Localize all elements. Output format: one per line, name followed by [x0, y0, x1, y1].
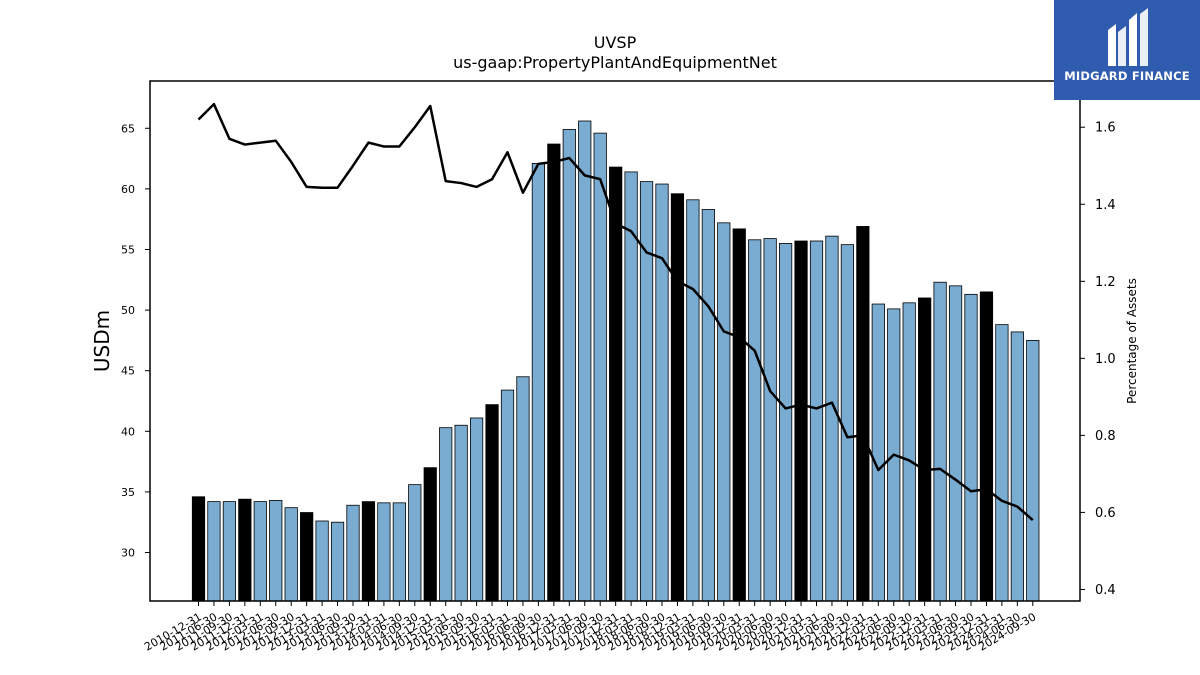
- bar-2019-09-30: [732, 228, 746, 602]
- bar-2016-06-30: [531, 163, 546, 602]
- bar-2023-12-31: [995, 324, 1009, 602]
- bar-2014-09-30: [423, 467, 437, 602]
- chart-title: UVSP: [594, 33, 637, 52]
- bar-2011-09-30: [238, 498, 252, 602]
- y-tick-label: 50: [121, 304, 135, 317]
- midgard-logo-icon: [1108, 8, 1148, 66]
- percentage-of-assets-line: [197, 102, 1034, 522]
- y-right-tick-label: 1.2: [1095, 275, 1116, 290]
- bar-2018-06-30: [655, 183, 669, 602]
- bar-2013-12-31: [377, 502, 391, 602]
- bar-2023-03-31: [948, 285, 963, 602]
- chart-subtitle: us-gaap:PropertyPlantAndEquipmentNet: [453, 53, 777, 72]
- x-axis: 2010-12-312011-06-302011-09-302011-12-31…: [142, 601, 1038, 654]
- bar-2012-06-30: [284, 507, 298, 602]
- bar-2014-06-30: [408, 484, 422, 602]
- y-axis-left: 30 35 40 45 50 55 60 65: [121, 122, 150, 560]
- y-axis-label: USDm: [90, 310, 114, 372]
- bar-2014-12-31: [439, 427, 453, 602]
- y-right-tick-label: 0.6: [1095, 506, 1116, 521]
- bar-2020-06-30: [779, 243, 793, 602]
- bar-2020-03-31: [763, 238, 777, 602]
- bar-2016-03-31: [516, 376, 530, 602]
- y-axis-right: 0.4 0.6 0.8 1.0 1.2 1.4 1.6: [1080, 121, 1116, 598]
- bar-2022-09-30: [918, 297, 932, 602]
- y-tick-label: 65: [121, 122, 135, 135]
- bar-2011-06-30: [222, 501, 236, 602]
- bar-2011-03-31: [207, 501, 221, 602]
- y-tick-label: 30: [121, 547, 135, 560]
- bar-2012-03-31: [269, 499, 283, 602]
- bar-2021-03-31: [825, 235, 839, 602]
- bar-2019-03-31: [701, 209, 715, 602]
- y-right-tick-label: 0.4: [1095, 583, 1116, 598]
- bar-2018-12-31: [686, 199, 700, 602]
- bar-2023-06-30: [964, 293, 978, 602]
- bar-2011-12-31: [253, 501, 267, 602]
- bar-2023-09-30: [979, 291, 994, 602]
- y-right-tick-label: 1.0: [1095, 352, 1116, 367]
- bar-2012-09-30: [300, 512, 314, 602]
- bar-2016-12-31: [562, 129, 576, 602]
- bar-2013-09-30: [361, 501, 376, 602]
- y-tick-label: 40: [121, 425, 135, 438]
- bar-2020-09-30: [794, 240, 808, 602]
- logo-text: MIDGARD FINANCE: [1064, 69, 1190, 83]
- y-right-tick-label: 1.6: [1095, 121, 1116, 136]
- bar-2017-09-30: [609, 166, 623, 602]
- bar-2017-06-30: [593, 132, 607, 602]
- bar-2015-03-31: [454, 424, 468, 602]
- bar-2013-06-30: [346, 504, 360, 602]
- bar-2010-12-31: [191, 496, 206, 602]
- y-axis-right-label: Percentage of Assets: [1125, 278, 1139, 404]
- bars-layer: [191, 120, 1040, 602]
- bar-2021-12-31: [871, 303, 885, 602]
- bar-2015-09-30: [485, 404, 499, 602]
- bar-2020-12-31: [809, 240, 824, 602]
- bar-2017-03-31: [578, 120, 592, 602]
- bar-2021-09-30: [856, 226, 870, 602]
- bar-2019-12-31: [748, 239, 762, 602]
- bar-2021-06-30: [840, 244, 855, 602]
- line-layer: [197, 102, 1034, 522]
- y-tick-label: 45: [121, 365, 135, 378]
- bar-2016-09-30: [547, 143, 561, 602]
- bar-2014-03-31: [392, 502, 406, 602]
- y-right-tick-label: 1.4: [1095, 198, 1116, 213]
- y-tick-label: 55: [121, 243, 135, 256]
- plot-frame: [149, 80, 1081, 602]
- bar-2018-09-30: [670, 193, 685, 602]
- bar-2012-12-31: [315, 520, 329, 602]
- bar-2022-12-31: [933, 281, 947, 602]
- bar-2015-12-31: [500, 389, 515, 602]
- bar-2024-06-30: [1026, 339, 1040, 602]
- bar-2015-06-30: [469, 417, 484, 602]
- y-tick-label: 35: [121, 486, 135, 499]
- y-right-tick-label: 0.8: [1095, 429, 1116, 444]
- bar-2019-06-30: [717, 222, 731, 602]
- bar-2024-03-31: [1010, 331, 1024, 602]
- bar-2013-03-31: [330, 521, 345, 602]
- bar-2022-06-30: [902, 302, 916, 602]
- y-tick-label: 60: [121, 183, 135, 196]
- midgard-finance-logo: MIDGARD FINANCE: [1054, 0, 1200, 100]
